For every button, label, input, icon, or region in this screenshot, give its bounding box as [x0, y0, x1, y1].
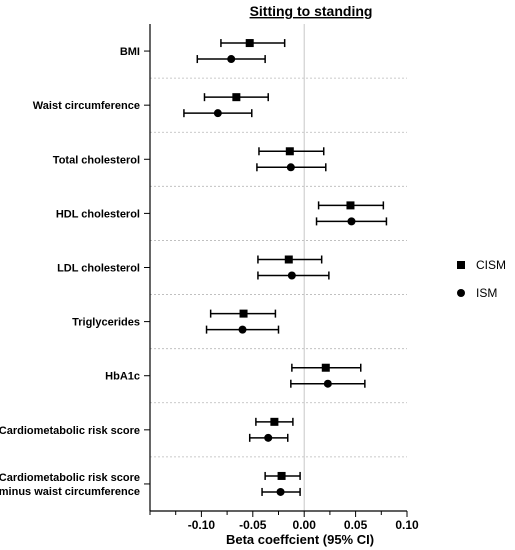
point-estimate-circle: [276, 487, 285, 496]
category-label: LDL cholesterol: [57, 263, 140, 275]
point-estimate-circle: [264, 433, 273, 442]
point-estimate-square: [270, 417, 279, 426]
chart-title: Sitting to standing: [250, 3, 373, 19]
category-label: Cardiometabolic risk score: [0, 472, 140, 484]
category-label: BMI: [120, 46, 140, 58]
x-tick-label: 0.10: [395, 518, 419, 532]
category-label: Total cholesterol: [53, 154, 140, 166]
category-label: Waist circumference: [33, 100, 140, 112]
legend-label: CISM: [476, 258, 506, 272]
point-estimate-circle: [323, 379, 332, 388]
x-axis-label: Beta coeffcient (95% CI): [226, 532, 374, 547]
point-estimate-circle: [286, 163, 295, 172]
category-label: Triglycerides: [72, 317, 140, 329]
point-estimate-square: [321, 363, 330, 372]
category-label: HDL cholesterol: [56, 208, 140, 220]
point-estimate-circle: [287, 271, 296, 280]
category-label: minus waist circumference: [0, 486, 140, 498]
category-label: Cardiometabolic risk score: [0, 425, 140, 437]
point-estimate-square: [285, 147, 294, 156]
x-tick-label: -0.05: [239, 518, 267, 532]
x-tick-label: 0.00: [293, 518, 317, 532]
point-estimate-circle: [213, 109, 222, 118]
legend-marker-square: [457, 261, 465, 269]
point-estimate-circle: [227, 55, 236, 64]
legend-label: ISM: [476, 286, 497, 300]
point-estimate-circle: [238, 325, 247, 334]
point-estimate-square: [232, 93, 241, 102]
point-estimate-square: [346, 201, 355, 210]
x-tick-label: 0.05: [344, 518, 368, 532]
legend-marker-circle: [457, 289, 465, 297]
point-estimate-square: [284, 255, 293, 264]
point-estimate-square: [277, 471, 286, 480]
point-estimate-circle: [347, 217, 356, 226]
x-tick-label: -0.10: [188, 518, 216, 532]
point-estimate-square: [239, 309, 248, 318]
category-label: HbA1c: [105, 371, 140, 383]
point-estimate-square: [245, 39, 254, 48]
